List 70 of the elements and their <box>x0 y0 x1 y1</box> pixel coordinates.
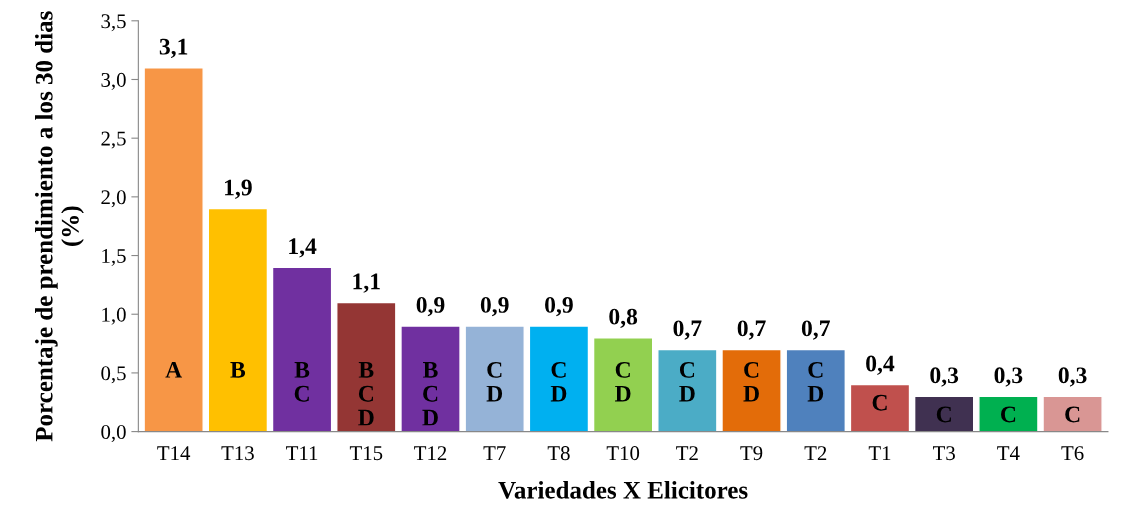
data-label: 1,4 <box>289 238 317 258</box>
x-axis-title: Variedades X Elicitores <box>498 481 748 499</box>
annotation: A <box>165 361 183 378</box>
data-label: 3,1 <box>159 38 188 59</box>
annotation: C D <box>679 361 695 402</box>
x-tick-label: T8 <box>547 446 570 461</box>
data-label: 0,9 <box>416 296 445 317</box>
y-tick-label: 1,0 <box>102 307 126 325</box>
data-label: 0,9 <box>545 296 573 317</box>
y-tick-label: 2,0 <box>101 190 126 208</box>
annotation: B <box>230 362 246 378</box>
x-tick-label: T9 <box>740 446 763 461</box>
x-tick-label: T13 <box>221 446 254 461</box>
y-tick-label: 3,0 <box>101 72 126 90</box>
x-tick-label: T11 <box>286 446 318 460</box>
annotation: C <box>872 394 887 411</box>
bar <box>657 348 718 432</box>
annotation: C <box>936 406 951 423</box>
y-tick-label: 2,5 <box>101 131 126 149</box>
x-tick-label: T14 <box>157 446 191 460</box>
annotation: C <box>1001 406 1016 423</box>
bar <box>1042 395 1103 432</box>
x-tick-label: T7 <box>483 446 506 460</box>
y-tick-label: 1,5 <box>102 249 126 266</box>
y-tick-label: 0,5 <box>101 366 126 384</box>
annotation: C D <box>743 361 759 402</box>
x-tick-label: T1 <box>868 446 891 460</box>
bar <box>143 67 204 432</box>
x-tick-label: T6 <box>1061 446 1084 461</box>
x-tick-label: T15 <box>349 446 383 461</box>
data-label: 1,9 <box>225 179 252 199</box>
x-tick-label: T3 <box>932 446 955 461</box>
annotation: B C D <box>358 362 374 426</box>
bar <box>464 325 525 432</box>
data-label: 0,4 <box>866 355 895 375</box>
x-tick-label: T12 <box>414 446 447 460</box>
data-label: 0,3 <box>994 367 1023 387</box>
x-tick-label: T4 <box>997 446 1020 460</box>
bar <box>785 348 846 432</box>
data-label: 0,7 <box>801 320 830 340</box>
y-tick-label: 3,5 <box>101 14 126 32</box>
annotation: C <box>1065 406 1080 423</box>
data-label: 0,3 <box>1058 367 1087 387</box>
annotation: C D <box>807 361 824 402</box>
data-label: 0,3 <box>930 367 959 387</box>
bar <box>528 325 590 432</box>
bar <box>721 348 782 432</box>
x-tick-label: T2 <box>804 446 827 460</box>
bar <box>400 325 461 432</box>
bar <box>978 395 1039 432</box>
bar <box>849 383 911 432</box>
annotation: C D <box>615 361 631 402</box>
annotation: C D <box>550 361 567 402</box>
data-label: 1,1 <box>353 273 380 293</box>
x-tick-label: T2 <box>676 446 698 460</box>
bar <box>207 207 269 432</box>
bar <box>913 395 975 432</box>
annotation: B C <box>294 362 310 402</box>
annotation: C D <box>486 361 503 402</box>
y-tick-label: 0,0 <box>101 424 126 443</box>
x-tick-label: T10 <box>606 446 640 461</box>
bar <box>592 337 654 432</box>
bar <box>271 266 333 432</box>
annotation: B C D <box>422 362 438 426</box>
data-label: 0,8 <box>609 308 638 328</box>
data-label: 0,9 <box>480 296 509 317</box>
bar <box>336 301 397 432</box>
data-label: 0,7 <box>737 320 766 340</box>
y-axis-title: Porcentaje de prendimiento a los 30 dias (%) <box>35 11 84 442</box>
data-label: 0,7 <box>673 320 702 340</box>
